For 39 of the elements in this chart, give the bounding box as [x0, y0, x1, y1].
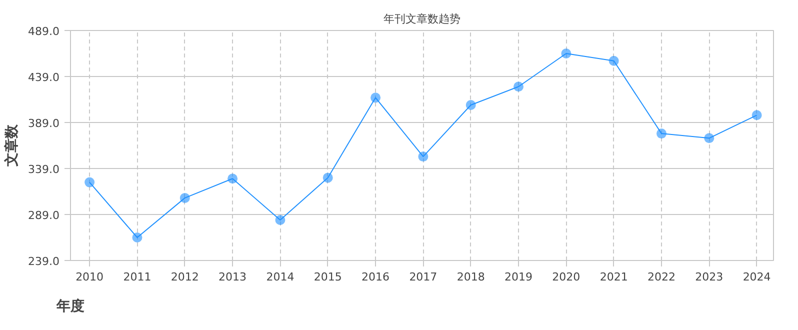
x-tick-label: 2013	[218, 270, 247, 284]
x-tick-label: 2018	[456, 270, 485, 284]
point	[370, 92, 381, 103]
y-tick-label: 439.0	[28, 71, 60, 84]
point	[322, 172, 333, 183]
x-tick-label: 2011	[123, 270, 152, 284]
x-tick-label: 2020	[552, 270, 580, 284]
point	[561, 48, 572, 58]
x-tick-label: 2023	[695, 270, 724, 284]
x-tick-label: 2021	[600, 270, 628, 284]
x-tick-label: 2022	[648, 270, 676, 284]
x-axis-title: 年度	[56, 298, 84, 314]
point	[275, 215, 286, 226]
x-tick-label: 2019	[504, 270, 533, 284]
y-tick-label: 489.0	[28, 25, 60, 38]
y-axis-title: 文章数	[3, 124, 20, 168]
point	[228, 174, 238, 184]
point	[514, 82, 524, 92]
chart-title: 年刊文章数趋势	[384, 12, 460, 26]
point	[656, 128, 666, 139]
point	[704, 133, 714, 144]
x-tick-label: 2015	[314, 270, 342, 284]
point	[608, 56, 619, 66]
point	[752, 110, 762, 120]
x-tick-label: 2010	[76, 270, 104, 284]
x-tick-label: 2014	[266, 270, 294, 284]
point	[418, 152, 428, 162]
y-tick-label: 239.0	[28, 255, 60, 268]
point	[180, 192, 190, 203]
x-tick-label: 2024	[742, 270, 771, 284]
x-tick-label: 2016	[362, 270, 390, 284]
x-tick-label: 2012	[170, 270, 199, 284]
y-tick-label: 389.0	[28, 117, 60, 130]
point	[466, 100, 476, 110]
point	[84, 177, 95, 188]
point	[132, 232, 142, 242]
y-tick-label: 339.0	[28, 163, 60, 176]
y-tick-label: 289.0	[28, 209, 60, 222]
x-tick-label: 2017	[409, 270, 438, 284]
